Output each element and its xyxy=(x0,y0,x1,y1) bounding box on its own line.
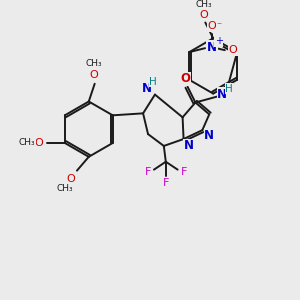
Text: ⁻: ⁻ xyxy=(216,21,221,32)
Text: CH₃: CH₃ xyxy=(57,184,74,193)
Text: F: F xyxy=(145,167,151,177)
Text: CH₃: CH₃ xyxy=(195,0,211,9)
Text: +: + xyxy=(215,36,223,46)
Text: H: H xyxy=(225,84,233,94)
Text: O: O xyxy=(35,138,44,148)
Text: N: N xyxy=(184,140,194,152)
Text: F: F xyxy=(163,178,169,188)
Text: N: N xyxy=(217,88,227,101)
Text: O: O xyxy=(89,70,98,80)
Text: CH₃: CH₃ xyxy=(85,59,102,68)
Text: O: O xyxy=(67,173,75,184)
Text: N: N xyxy=(207,41,217,54)
Text: H: H xyxy=(149,77,157,87)
Text: O: O xyxy=(181,72,190,85)
Text: O: O xyxy=(199,10,208,20)
Text: O: O xyxy=(228,45,237,55)
Text: N: N xyxy=(204,129,214,142)
Text: CH₃: CH₃ xyxy=(19,139,36,148)
Text: N: N xyxy=(142,82,152,95)
Text: O: O xyxy=(208,21,216,32)
Text: F: F xyxy=(180,167,187,177)
